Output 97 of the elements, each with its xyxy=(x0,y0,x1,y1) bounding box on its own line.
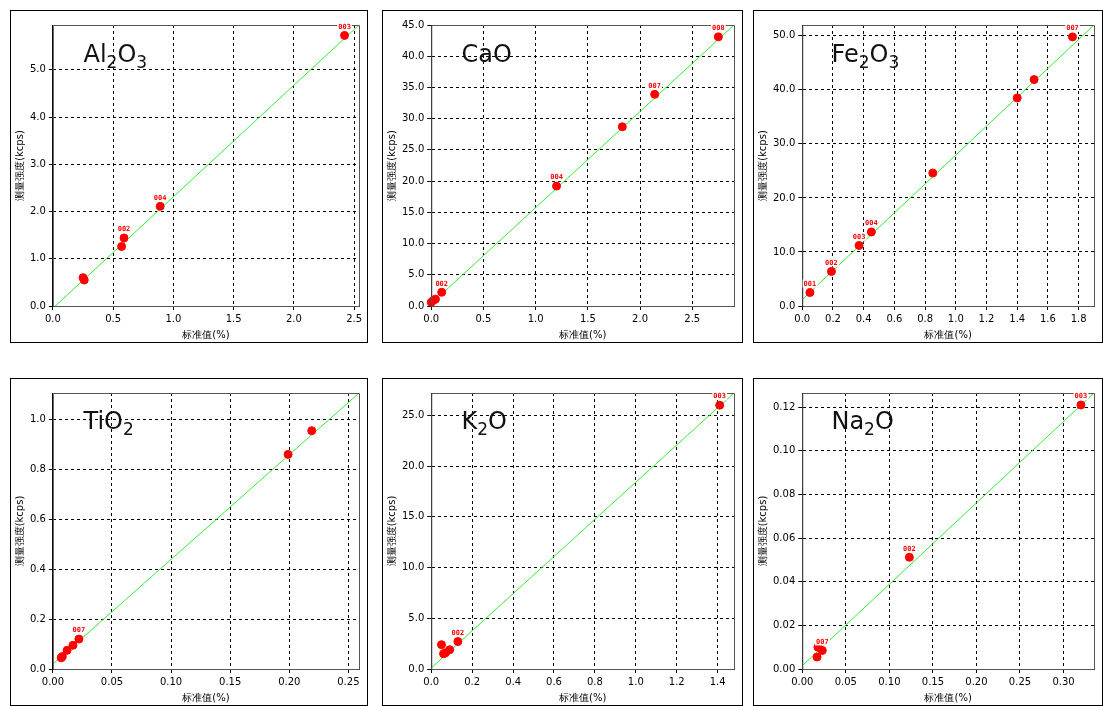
y-tick-label: 0.04 xyxy=(773,575,796,587)
x-tick-label: 0.15 xyxy=(921,675,945,687)
text: CaO xyxy=(461,39,512,68)
x-tick-label: 1.0 xyxy=(165,312,182,324)
y-axis-title: 测量强度(kcps) xyxy=(13,130,25,201)
x-tick-label: 1.4 xyxy=(1009,312,1026,324)
x-tick-label: 2.5 xyxy=(684,312,701,324)
y-tick-label: 40.0 xyxy=(402,49,425,61)
x-tick-label: 0.5 xyxy=(105,312,122,324)
y-tick-label: 5.0 xyxy=(408,611,425,623)
y-tick-label: 10.0 xyxy=(773,245,796,257)
x-tick-label: 0.20 xyxy=(278,675,301,687)
x-tick-label: 0.0 xyxy=(794,312,811,324)
y-tick-label: 30.0 xyxy=(773,137,796,149)
x-tick-label: 0.8 xyxy=(586,675,603,687)
x-tick-label: 0.6 xyxy=(886,312,903,324)
y-tick-label: 0.10 xyxy=(773,444,796,456)
x-tick-label: 1.0 xyxy=(527,312,544,324)
x-tick-label: 0.10 xyxy=(878,675,901,687)
y-tick-label: 0.8 xyxy=(30,462,46,474)
y-axis-title: 测量强度(kcps) xyxy=(756,130,768,201)
y-tick-label: 50.0 xyxy=(773,29,796,41)
x-tick-label: 1.2 xyxy=(668,675,685,687)
y-tick-label: 0.0 xyxy=(779,299,796,311)
x-tick-label: 1.4 xyxy=(709,675,726,687)
y-axis-title: 测量强度(kcps) xyxy=(385,130,397,201)
x-tick-label: 0.00 xyxy=(791,675,814,687)
x-axis-title: 标准值(%) xyxy=(557,328,607,340)
x-tick-label: 2.0 xyxy=(632,312,648,324)
y-tick-label: 0.0 xyxy=(408,662,425,674)
y-axis-title: 测量强度(kcps) xyxy=(385,495,397,567)
y-tick-label: 10.0 xyxy=(402,561,425,573)
y-tick-label: 0.0 xyxy=(30,662,46,674)
x-tick-label: 1.6 xyxy=(1039,312,1056,324)
x-tick-label: 0.20 xyxy=(965,675,988,687)
x-tick-label: 2.0 xyxy=(285,312,302,324)
y-tick-label: 0.12 xyxy=(773,400,796,412)
y-tick-label: 0.06 xyxy=(773,531,796,543)
x-tick-label: 1.0 xyxy=(947,312,964,324)
y-tick-label: 35.0 xyxy=(402,81,425,93)
y-tick-label: 15.0 xyxy=(402,205,425,217)
x-tick-label: 1.0 xyxy=(627,675,644,687)
x-axis-title: 标准值(%) xyxy=(181,691,230,703)
y-tick-label: 20.0 xyxy=(402,174,425,186)
x-tick-label: 0.2 xyxy=(825,312,841,324)
y-tick-label: 40.0 xyxy=(773,83,796,95)
x-tick-label: 0.8 xyxy=(917,312,934,324)
y-tick-label: 0.00 xyxy=(773,662,796,674)
x-tick-label: 1.8 xyxy=(1070,312,1087,324)
x-axis-title: 标准值(%) xyxy=(181,328,230,340)
y-tick-label: 0.4 xyxy=(30,562,46,574)
y-tick-label: 0.6 xyxy=(30,512,46,524)
x-tick-label: 0.25 xyxy=(1008,675,1032,687)
y-tick-label: 2.0 xyxy=(30,205,46,217)
x-tick-label: 1.5 xyxy=(225,312,242,324)
x-tick-label: 2.5 xyxy=(346,312,363,324)
y-tick-label: 20.0 xyxy=(402,459,425,471)
x-tick-label: 0.25 xyxy=(337,675,360,687)
x-tick-label: 0.4 xyxy=(855,312,872,324)
y-tick-label: 20.0 xyxy=(773,191,796,203)
y-tick-label: 3.0 xyxy=(30,157,46,169)
x-tick-label: 0.6 xyxy=(546,675,562,687)
y-tick-label: 25.0 xyxy=(402,408,425,420)
x-tick-label: 0.0 xyxy=(44,312,61,324)
x-axis-title: 标准值(%) xyxy=(923,328,972,340)
x-tick-label: 0.05 xyxy=(100,675,124,687)
x-tick-label: 0.0 xyxy=(423,675,440,687)
x-tick-label: 0.0 xyxy=(423,312,440,324)
y-tick-label: 5.0 xyxy=(30,63,46,75)
x-tick-label: 0.5 xyxy=(475,312,492,324)
y-tick-label: 1.0 xyxy=(30,252,46,264)
y-tick-label: 25.0 xyxy=(402,143,425,155)
y-tick-label: 30.0 xyxy=(402,112,425,124)
x-tick-label: 0.00 xyxy=(41,675,65,687)
x-tick-label: 0.4 xyxy=(505,675,522,687)
x-tick-label: 0.10 xyxy=(159,675,183,687)
y-tick-label: 0.08 xyxy=(773,488,796,500)
y-tick-label: 0.2 xyxy=(30,612,46,624)
x-tick-label: 1.5 xyxy=(579,312,596,324)
y-tick-label: 5.0 xyxy=(408,268,425,280)
x-tick-label: 0.2 xyxy=(464,675,481,687)
y-tick-label: 0.0 xyxy=(408,299,425,311)
y-tick-label: 10.0 xyxy=(402,237,425,249)
x-axis-title: 标准值(%) xyxy=(557,691,607,703)
x-tick-label: 0.30 xyxy=(1052,675,1075,687)
x-tick-label: 1.2 xyxy=(978,312,995,324)
y-tick-label: 1.0 xyxy=(30,413,46,425)
y-tick-label: 15.0 xyxy=(402,510,425,522)
y-tick-label: 4.0 xyxy=(30,110,46,122)
y-axis-title: 测量强度(kcps) xyxy=(13,495,25,567)
y-axis-title: 测量强度(kcps) xyxy=(756,495,768,567)
x-tick-label: 0.15 xyxy=(219,675,242,687)
y-tick-label: 0.0 xyxy=(30,299,46,311)
y-tick-label: 0.02 xyxy=(773,618,796,630)
y-tick-label: 45.0 xyxy=(402,18,425,30)
x-tick-label: 0.05 xyxy=(834,675,857,687)
x-axis-title: 标准值(%) xyxy=(923,691,972,703)
